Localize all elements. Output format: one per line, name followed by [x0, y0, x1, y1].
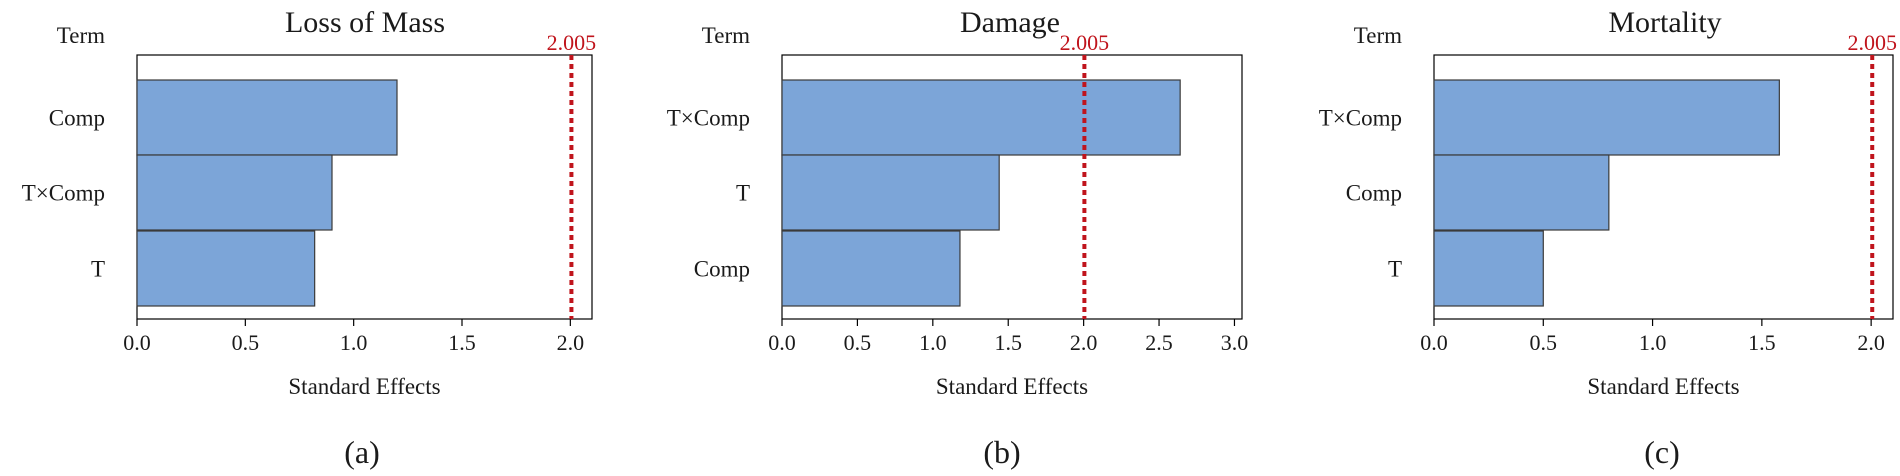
x-tick-label: 2.0 — [1070, 330, 1098, 355]
category-label: T — [91, 257, 105, 282]
x-tick-label: 1.5 — [1748, 330, 1776, 355]
bar-3 — [136, 230, 316, 307]
category-label: T — [736, 181, 750, 206]
category-label: T×Comp — [22, 181, 105, 206]
x-tick-label: 0.0 — [123, 330, 151, 355]
category-label: T×Comp — [1319, 106, 1402, 131]
category-label: Comp — [49, 106, 105, 131]
x-tick-label: 1.5 — [448, 330, 476, 355]
x-tick-label: 0.5 — [844, 330, 872, 355]
chart-title: Damage — [960, 6, 1060, 39]
chart-title: Mortality — [1608, 6, 1721, 39]
x-tick-label: 0.0 — [1420, 330, 1448, 355]
bar-1 — [781, 79, 1181, 156]
term-axis-label: Term — [702, 23, 750, 48]
term-axis-label: Term — [1354, 23, 1402, 48]
subfigure-label: (b) — [983, 434, 1020, 470]
bar-1 — [1433, 79, 1780, 156]
x-tick-label: 1.0 — [1639, 330, 1667, 355]
chart-title: Loss of Mass — [285, 6, 445, 39]
bar-3 — [1433, 230, 1544, 307]
reference-value-label: 2.005 — [1060, 30, 1110, 55]
x-axis-label: Standard Effects — [288, 374, 440, 399]
x-tick-label: 1.0 — [919, 330, 947, 355]
x-tick-label: 3.0 — [1221, 330, 1249, 355]
category-label: Comp — [1346, 181, 1402, 206]
subfigure-label: (a) — [344, 434, 380, 470]
bar-2 — [136, 154, 333, 231]
x-tick-label: 1.5 — [994, 330, 1022, 355]
x-tick-label: 1.0 — [340, 330, 368, 355]
x-tick-label: 2.0 — [557, 330, 585, 355]
category-label: T×Comp — [667, 106, 750, 131]
bar-2 — [1433, 154, 1610, 231]
x-axis-label: Standard Effects — [936, 374, 1088, 399]
x-tick-label: 2.0 — [1857, 330, 1885, 355]
subfigure-label: (c) — [1644, 434, 1680, 470]
reference-value-label: 2.005 — [1847, 30, 1897, 55]
bar-3 — [781, 230, 961, 307]
x-tick-label: 0.5 — [1530, 330, 1558, 355]
x-tick-label: 2.5 — [1145, 330, 1173, 355]
x-tick-label: 0.5 — [232, 330, 260, 355]
term-axis-label: Term — [57, 23, 105, 48]
bar-2 — [781, 154, 1000, 231]
x-tick-label: 0.0 — [768, 330, 796, 355]
category-label: Comp — [694, 257, 750, 282]
category-label: T — [1388, 257, 1402, 282]
reference-value-label: 2.005 — [547, 30, 597, 55]
bar-1 — [136, 79, 398, 156]
x-axis-label: Standard Effects — [1587, 374, 1739, 399]
